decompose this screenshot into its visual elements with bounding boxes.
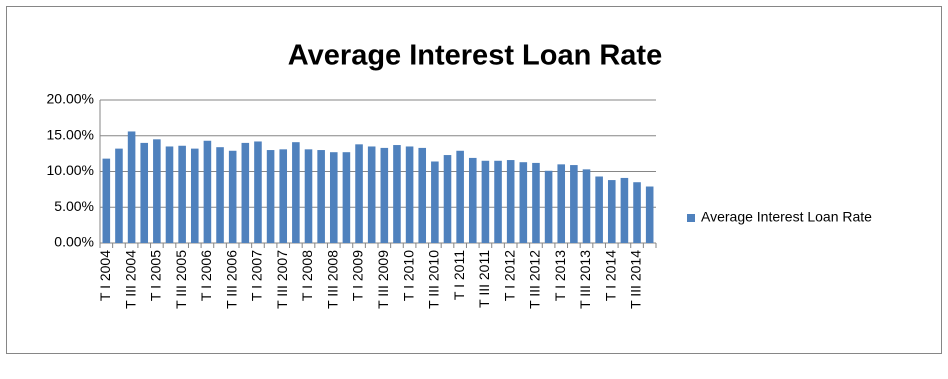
x-tick-label: T III 2004 — [122, 250, 138, 309]
x-tick-label: T III 2010 — [426, 250, 442, 309]
x-tick-label: T III 2008 — [324, 250, 340, 309]
x-tick-label: T III 2007 — [274, 250, 290, 309]
bar — [254, 141, 262, 243]
chart-title: Average Interest Loan Rate — [288, 40, 662, 72]
bar — [228, 150, 237, 243]
bar — [190, 148, 199, 243]
x-tick-label: T III 2009 — [375, 250, 391, 309]
x-tick-label: T I 2013 — [552, 250, 568, 301]
x-tick-label: T III 2005 — [173, 250, 189, 309]
bar — [456, 150, 464, 243]
x-tick-label: T I 2008 — [299, 250, 315, 301]
bar — [607, 180, 616, 243]
bar — [620, 177, 629, 243]
bar — [393, 145, 401, 243]
bar — [329, 152, 338, 243]
x-tick-label: T III 2006 — [223, 250, 239, 309]
x-tick-label: T III 2014 — [628, 250, 644, 309]
x-tick-label: T I 2014 — [602, 250, 618, 301]
bar — [582, 169, 591, 243]
bar — [279, 149, 288, 243]
bar — [317, 150, 325, 243]
bar — [203, 140, 212, 243]
bar — [405, 146, 414, 243]
bar — [241, 142, 250, 243]
bar — [304, 149, 313, 243]
bar — [355, 144, 363, 243]
x-tick-label: T I 2011 — [451, 250, 467, 300]
bar — [102, 158, 111, 243]
x-tick-label: T I 2012 — [501, 250, 517, 301]
y-tick-label: 15.00% — [47, 126, 94, 142]
bar — [380, 147, 389, 243]
bar — [532, 162, 540, 243]
y-tick-label: 20.00% — [47, 91, 94, 107]
bar — [266, 150, 275, 243]
legend-swatch — [687, 214, 695, 222]
bar — [342, 152, 351, 243]
bar — [481, 160, 490, 243]
bar — [645, 186, 654, 243]
bar — [115, 148, 123, 243]
y-tick-label: 0.00% — [54, 234, 94, 250]
bar — [431, 161, 439, 243]
bar — [544, 170, 553, 243]
bar — [153, 139, 161, 243]
legend-label: Average Interest Loan Rate — [701, 209, 872, 225]
bar — [292, 142, 300, 243]
bar — [494, 160, 502, 243]
bar — [418, 147, 427, 243]
bar — [519, 162, 528, 243]
bar — [127, 131, 136, 243]
x-tick-label: T I 2010 — [400, 250, 416, 301]
x-tick-label: T III 2011 — [476, 250, 492, 308]
bar — [557, 164, 566, 243]
bar — [506, 160, 515, 243]
bar — [216, 147, 224, 243]
x-tick-label: T I 2004 — [97, 250, 113, 301]
y-tick-label: 10.00% — [47, 162, 94, 178]
bar — [595, 176, 603, 243]
bar — [570, 165, 578, 243]
x-tick-label: T III 2012 — [527, 250, 543, 309]
x-tick-label: T III 2013 — [577, 250, 593, 309]
bar — [633, 182, 641, 243]
bar — [367, 146, 376, 243]
y-tick-label: 5.00% — [54, 198, 94, 214]
bar — [165, 146, 174, 243]
bar — [178, 145, 186, 243]
x-tick-label: T I 2006 — [198, 250, 214, 301]
x-tick-label: T I 2009 — [350, 250, 366, 301]
bar — [443, 155, 452, 243]
x-tick-label: T I 2007 — [249, 250, 265, 301]
bar — [140, 142, 149, 243]
bar — [468, 157, 477, 243]
x-tick-label: T I 2005 — [148, 250, 164, 301]
